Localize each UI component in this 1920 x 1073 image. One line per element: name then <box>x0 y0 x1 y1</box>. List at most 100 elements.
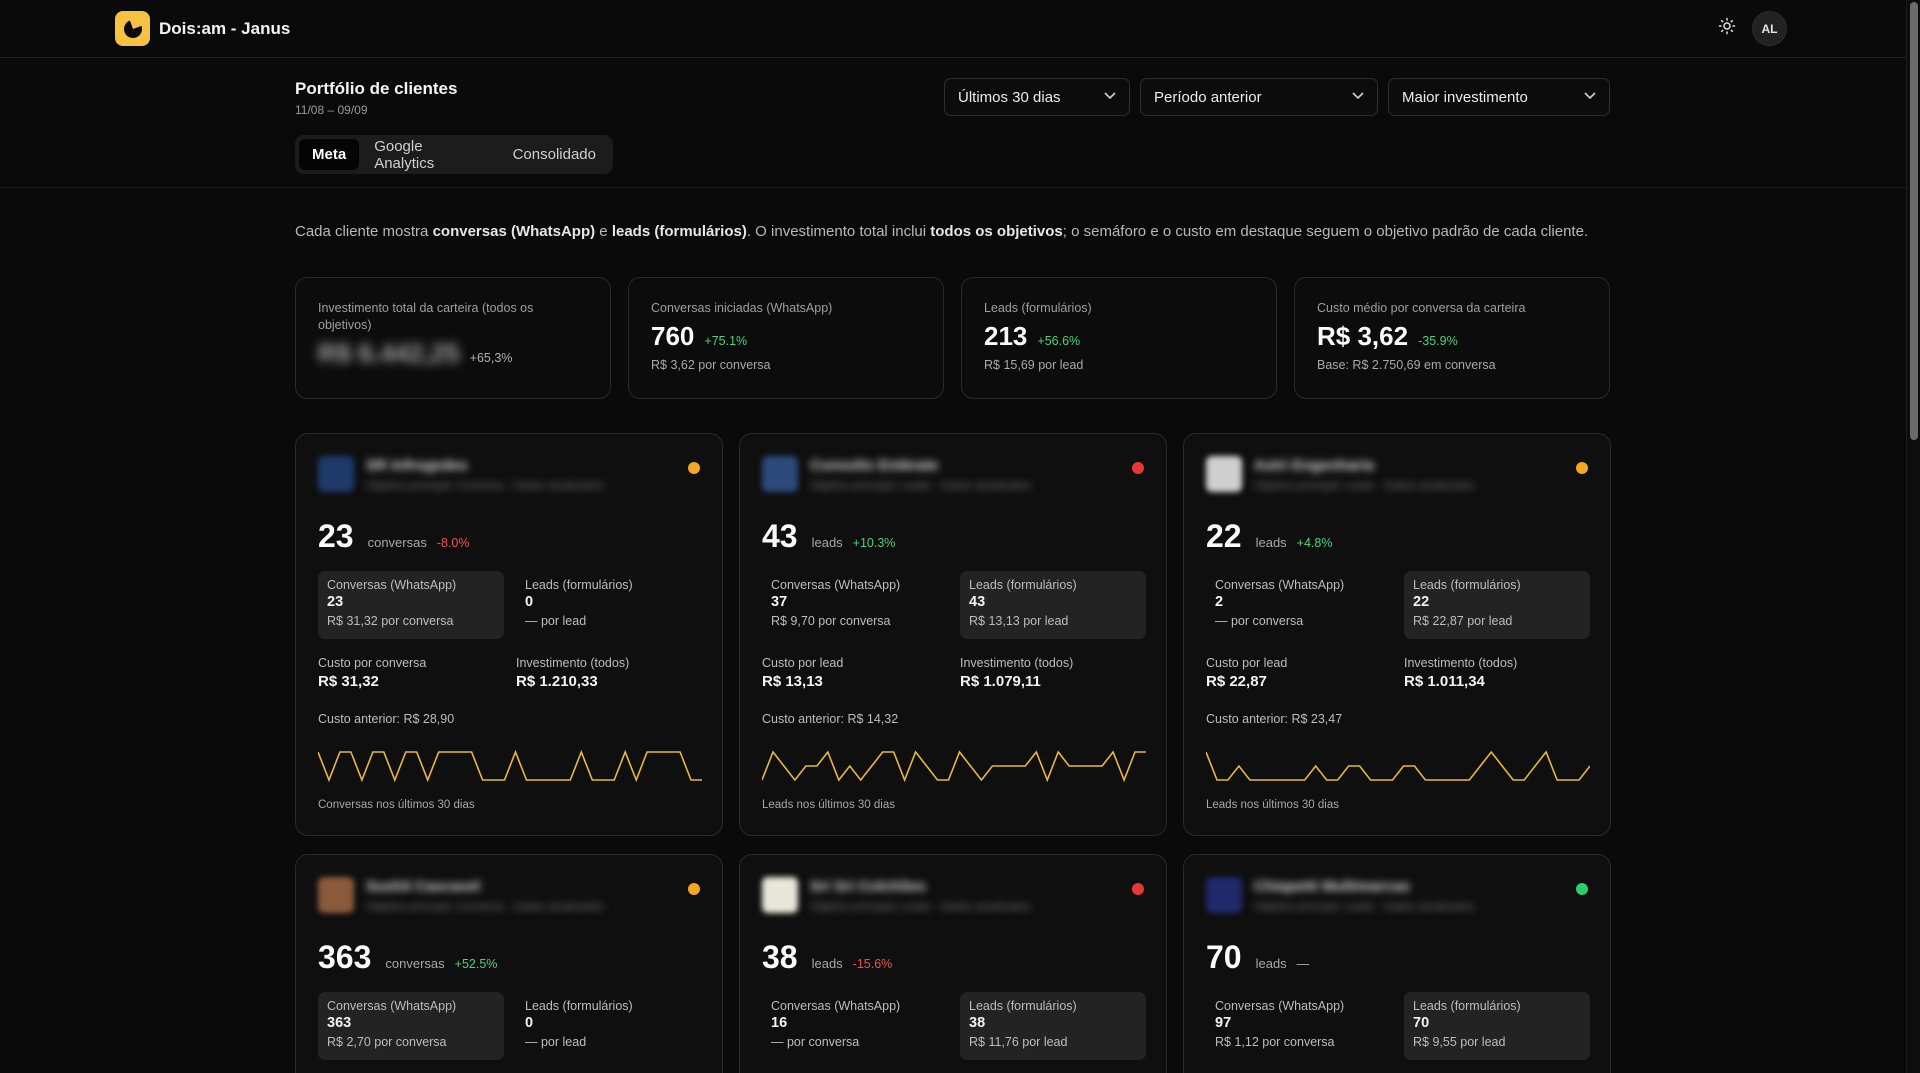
cost-stat: Custo por lead R$ 13,13 <box>762 656 843 690</box>
kpi-subtext: R$ 3,62 por conversa <box>651 358 771 372</box>
main-metric-unit: conversas <box>367 535 427 550</box>
conversations-value: 363 <box>327 1015 352 1031</box>
main-metric-unit: leads <box>1255 956 1287 971</box>
conversations-cost: R$ 9,70 por conversa <box>771 614 891 628</box>
sparkline-caption: Leads nos últimos 30 dias <box>762 799 895 811</box>
tab-consolidado[interactable]: Consolidado <box>512 146 596 163</box>
leads-box: Leads (formulários) 0 — por lead <box>516 992 702 1060</box>
conversations-box: Conversas (WhatsApp) 37 R$ 9,70 por conv… <box>762 571 948 639</box>
client-card[interactable]: SR Infrogedes Objetivo principal: Conver… <box>295 433 723 836</box>
leads-value: 0 <box>525 1015 534 1031</box>
kpi-delta: +75.1% <box>704 334 748 348</box>
cost-value: R$ 31,32 <box>318 673 379 690</box>
investment-stat: Investimento (todos) R$ 1.079,11 <box>960 656 1073 690</box>
sort-select[interactable]: Maior investimento <box>1388 78 1610 116</box>
kpi-value: R$ 6.442,25 <box>318 338 460 368</box>
investment-value: R$ 1.210,33 <box>516 673 598 690</box>
sparkline-chart <box>318 749 702 783</box>
cost-label: Custo por lead <box>762 656 844 670</box>
leads-box: Leads (formulários) 0 — por lead <box>516 571 702 639</box>
kpi-value: 213 <box>984 321 1028 351</box>
kpi-card-leads: Leads (formulários) 213 +56.6% R$ 15,69 … <box>961 277 1277 399</box>
header-divider <box>0 187 1906 188</box>
client-logo <box>1206 877 1242 913</box>
client-card[interactable]: Sri Sri Colchões Objetivo principal: Lea… <box>739 854 1167 1073</box>
kpi-card-conversations: Conversas iniciadas (WhatsApp) 760 +75.1… <box>628 277 944 399</box>
leads-box: Leads (formulários) 38 R$ 11,76 por lead <box>960 992 1146 1060</box>
main-metric-value: 23 <box>318 518 354 554</box>
kpi-value: 760 <box>651 321 695 351</box>
cost-stat: Custo por lead R$ 22,87 <box>1206 656 1287 690</box>
source-tabs: Meta Google Analytics Consolidado <box>295 135 613 174</box>
main-metric-value: 22 <box>1206 518 1242 554</box>
client-card[interactable]: SushiI Cascavel Objetivo principal: Conv… <box>295 854 723 1073</box>
client-logo <box>762 877 798 913</box>
investment-label: Investimento (todos) <box>516 656 630 670</box>
client-card[interactable]: Astri Engenharia Objetivo principal: Lea… <box>1183 433 1611 836</box>
client-name: Consolio Embrate <box>810 456 939 474</box>
sparkline-chart <box>762 750 1146 783</box>
investment-value: R$ 1.079,11 <box>960 673 1041 690</box>
conversations-value: 16 <box>771 1015 788 1031</box>
cost-label: Custo por lead <box>1206 656 1288 670</box>
page-title: Portfólio de clientes <box>295 79 458 98</box>
client-logo <box>1206 456 1242 492</box>
chevron-down-icon <box>1352 91 1364 103</box>
main-metric-delta: — <box>1296 957 1310 971</box>
theme-toggle-button[interactable] <box>1714 15 1740 41</box>
status-indicator <box>688 883 700 895</box>
cost-value: R$ 22,87 <box>1206 673 1267 690</box>
leads-value: 0 <box>525 594 534 610</box>
investment-stat: Investimento (todos) R$ 1.210,33 <box>516 656 629 690</box>
conversations-cost: R$ 2,70 por conversa <box>327 1035 447 1049</box>
tab-meta[interactable]: Meta <box>299 139 360 170</box>
client-meta: Objetivo principal: Leads · Dados atuali… <box>1254 479 1475 492</box>
main-metric-unit: leads <box>811 535 843 550</box>
kpi-subtext: Base: R$ 2.750,69 em conversa <box>1317 358 1496 372</box>
period-select[interactable]: Últimos 30 dias <box>944 78 1130 116</box>
main-metric-delta: +52.5% <box>454 957 498 971</box>
investment-stat: Investimento (todos) R$ 1.011,34 <box>1404 656 1517 690</box>
kpi-card-investment: Investimento total da carteira (todos os… <box>295 277 611 399</box>
leads-value: 38 <box>969 1015 986 1031</box>
compare-select[interactable]: Período anterior <box>1140 78 1378 116</box>
client-name: Chiapetti Multimarcas <box>1254 877 1410 895</box>
previous-cost: Custo anterior: R$ 28,90 <box>318 712 455 726</box>
leads-box: Leads (formulários) 22 R$ 22,87 por lead <box>1404 571 1590 639</box>
leads-label: Leads (formulários) <box>969 578 1077 592</box>
conversations-cost: — por conversa <box>771 1035 860 1049</box>
top-bar: Dois:am - Janus AL <box>0 0 1906 58</box>
conversations-value: 37 <box>771 594 788 610</box>
client-card[interactable]: Consolio Embrate Objetivo principal: Lea… <box>739 433 1167 836</box>
scrollbar-thumb[interactable] <box>1910 2 1918 440</box>
conversations-label: Conversas (WhatsApp) <box>327 999 457 1013</box>
client-logo <box>318 456 354 492</box>
leads-label: Leads (formulários) <box>1413 578 1521 592</box>
client-meta: Objetivo principal: Leads · Dados atuali… <box>810 479 1031 492</box>
compare-select-value: Período anterior <box>1154 88 1262 106</box>
app-logo-icon <box>115 11 150 46</box>
conversations-cost: R$ 31,32 por conversa <box>327 614 454 628</box>
status-indicator <box>1132 883 1144 895</box>
main-metric-delta: -8.0% <box>436 536 470 550</box>
client-card[interactable]: Chiapetti Multimarcas Objetivo principal… <box>1183 854 1611 1073</box>
cost-label: Custo por conversa <box>318 656 427 670</box>
brand[interactable]: Dois:am - Janus <box>115 11 290 46</box>
leads-label: Leads (formulários) <box>969 999 1077 1013</box>
leads-cost: R$ 9,55 por lead <box>1413 1035 1506 1049</box>
sort-select-value: Maior investimento <box>1402 88 1528 106</box>
tab-google-analytics[interactable]: Google Analytics <box>374 137 435 172</box>
scrollbar[interactable] <box>1906 0 1920 1073</box>
user-avatar[interactable]: AL <box>1752 11 1787 46</box>
client-header: Astri Engenharia Objetivo principal: Lea… <box>1206 456 1475 492</box>
period-select-value: Últimos 30 dias <box>958 88 1061 106</box>
leads-cost: R$ 13,13 por lead <box>969 614 1069 628</box>
client-logo <box>318 877 354 913</box>
conversations-label: Conversas (WhatsApp) <box>1215 578 1345 592</box>
info-notice: Cada cliente mostra conversas (WhatsApp)… <box>295 223 1589 240</box>
conversations-value: 2 <box>1215 594 1224 610</box>
conversations-cost: — por conversa <box>1215 614 1304 628</box>
chevron-down-icon <box>1104 91 1116 103</box>
client-name: SR Infrogedes <box>366 456 468 474</box>
client-meta: Objetivo principal: Leads · Dados atuali… <box>810 900 1031 913</box>
